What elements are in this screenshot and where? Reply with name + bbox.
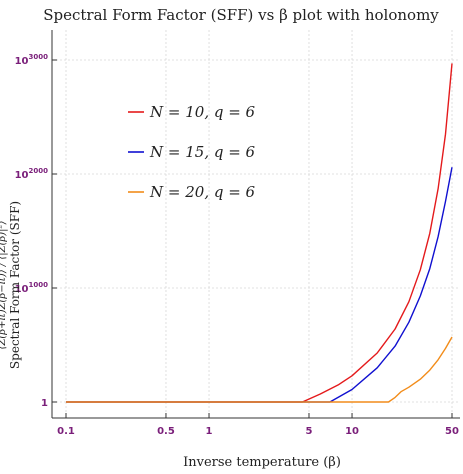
legend: N = 10, q = 6 N = 15, q = 6 N = 20, q = 6 bbox=[128, 103, 256, 201]
y-axis-label-group: Spectral Form Factor (SFF) ⟨Z(β+it)Z(β−i… bbox=[0, 201, 22, 369]
y-tick-label: 102000 bbox=[15, 167, 49, 181]
x-tick-label: 0.5 bbox=[157, 426, 175, 437]
series-lines bbox=[66, 63, 453, 403]
legend-label-2: N = 15, q = 6 bbox=[149, 143, 256, 161]
axes bbox=[51, 30, 460, 419]
series-line-2 bbox=[66, 167, 453, 403]
x-tick-labels: 0.1 0.5 1 5 10 50 bbox=[57, 413, 459, 437]
grid bbox=[52, 30, 460, 418]
y-tick-labels: 1 101000 102000 103000 bbox=[15, 53, 57, 409]
x-tick-label: 1 bbox=[206, 426, 213, 437]
series-line-1 bbox=[66, 63, 453, 403]
y-tick-label: 103000 bbox=[15, 53, 49, 67]
x-axis-label: Inverse temperature (β) bbox=[183, 455, 341, 470]
legend-label-3: N = 20, q = 6 bbox=[149, 183, 256, 201]
legend-label-1: N = 10, q = 6 bbox=[149, 103, 256, 121]
y-axis-label: Spectral Form Factor (SFF) bbox=[8, 201, 22, 369]
chart-title: Spectral Form Factor (SFF) vs β plot wit… bbox=[43, 6, 439, 24]
x-tick-label: 50 bbox=[445, 426, 459, 437]
y-axis-formula: ⟨Z(β+it)Z(β−it)⟩ / ⟨|Z(β)|²⟩ bbox=[0, 220, 8, 349]
x-tick-label: 5 bbox=[305, 426, 312, 437]
x-tick-label: 0.1 bbox=[57, 426, 75, 437]
x-tick-label: 10 bbox=[345, 426, 359, 437]
y-tick-label: 101000 bbox=[15, 281, 49, 295]
y-tick-label: 1 bbox=[41, 398, 48, 409]
series-line-3 bbox=[66, 336, 453, 403]
